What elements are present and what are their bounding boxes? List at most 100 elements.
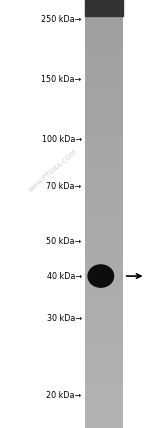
Bar (85, 157, 123, 158)
Bar (85, 314, 123, 315)
Bar (85, 14, 123, 16)
Bar (85, 73, 123, 74)
Bar (85, 251, 123, 253)
Bar (85, 348, 123, 350)
Bar (85, 380, 123, 381)
Bar (85, 26, 123, 27)
Bar (85, 294, 123, 295)
Bar (85, 104, 123, 106)
Bar (85, 18, 123, 20)
Bar (85, 10, 123, 12)
Bar (85, 405, 123, 407)
Bar (85, 321, 123, 322)
Bar (85, 386, 123, 388)
Bar (85, 256, 123, 257)
Bar (85, 171, 123, 172)
Bar (85, 33, 123, 34)
Bar (85, 138, 123, 140)
Text: 150 kDa→: 150 kDa→ (42, 74, 82, 84)
Bar (85, 42, 123, 43)
Bar (85, 230, 123, 231)
Bar (85, 250, 123, 251)
Bar (85, 317, 123, 318)
Bar (85, 127, 123, 128)
Bar (85, 84, 123, 86)
Text: 30 kDa→: 30 kDa→ (47, 314, 82, 324)
Bar (85, 67, 123, 68)
Bar (85, 385, 123, 386)
Bar (85, 308, 123, 309)
Bar (85, 29, 123, 30)
Bar (85, 384, 123, 385)
Bar (85, 191, 123, 193)
Bar (85, 392, 123, 394)
Bar (85, 71, 123, 73)
Bar (85, 87, 123, 89)
Bar (85, 270, 123, 271)
Bar (85, 291, 123, 292)
Bar (85, 277, 123, 278)
Bar (85, 210, 123, 211)
Bar (85, 327, 123, 328)
Bar (85, 410, 123, 411)
Bar (85, 9, 123, 10)
Bar (85, 44, 123, 46)
Text: 70 kDa→: 70 kDa→ (46, 181, 82, 191)
Bar (85, 95, 123, 97)
Text: 250 kDa→: 250 kDa→ (41, 15, 82, 24)
Bar (85, 311, 123, 312)
Bar (85, 281, 123, 282)
Bar (85, 57, 123, 59)
Bar (85, 389, 123, 391)
Bar (85, 365, 123, 367)
Bar (85, 414, 123, 415)
Bar (85, 350, 123, 351)
Bar (85, 298, 123, 300)
Bar (85, 6, 123, 7)
Bar (85, 377, 123, 378)
Bar (85, 97, 123, 98)
Bar (85, 352, 123, 354)
Bar (85, 68, 123, 70)
Bar (85, 168, 123, 170)
Bar (85, 149, 123, 150)
Bar (85, 307, 123, 308)
Bar (85, 279, 123, 281)
Bar (85, 260, 123, 261)
Bar (85, 180, 123, 181)
Bar (85, 116, 123, 117)
Bar (85, 23, 123, 24)
Bar (85, 190, 123, 191)
Bar (85, 63, 123, 64)
Bar (85, 425, 123, 427)
Bar (85, 155, 123, 157)
Bar (85, 100, 123, 101)
Bar (85, 301, 123, 303)
Bar (85, 295, 123, 297)
Bar (85, 177, 123, 178)
Bar (85, 167, 123, 168)
Bar (85, 117, 123, 119)
Bar (85, 0, 123, 16)
Bar (85, 185, 123, 187)
Bar (85, 248, 123, 250)
Bar (85, 81, 123, 83)
Bar (85, 344, 123, 345)
Bar (85, 264, 123, 265)
Bar (85, 120, 123, 121)
Bar (85, 238, 123, 240)
Bar (85, 130, 123, 131)
Bar (85, 288, 123, 290)
Bar (85, 399, 123, 401)
Bar (85, 237, 123, 238)
Bar (85, 175, 123, 177)
Bar (85, 197, 123, 198)
Bar (85, 207, 123, 208)
Bar (85, 334, 123, 335)
Bar (85, 282, 123, 284)
Bar (85, 114, 123, 116)
Bar (85, 228, 123, 230)
Bar (85, 244, 123, 245)
Bar (85, 369, 123, 371)
Bar (85, 243, 123, 244)
